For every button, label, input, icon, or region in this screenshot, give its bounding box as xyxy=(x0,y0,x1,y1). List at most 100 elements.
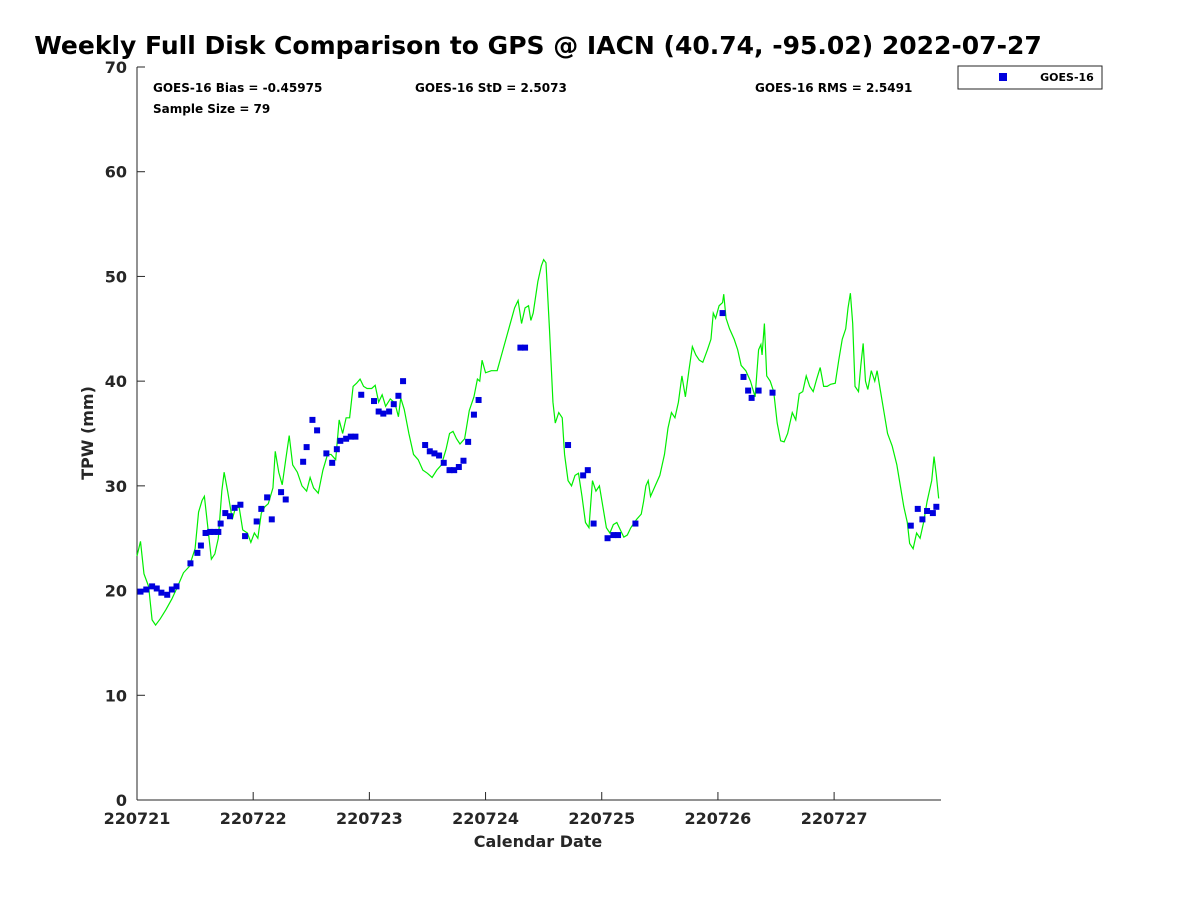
goes-16-point xyxy=(194,549,201,556)
goes-16-point xyxy=(755,387,762,394)
goes-16-point xyxy=(187,560,194,567)
goes-16-point xyxy=(158,589,165,596)
goes-16-point xyxy=(400,378,407,385)
gps-series xyxy=(136,258,940,627)
goes-16-point xyxy=(446,467,453,474)
goes-16-point xyxy=(258,505,265,512)
goes-16-point xyxy=(300,458,307,465)
goes-16-point xyxy=(358,391,365,398)
y-tick-label: 20 xyxy=(105,582,127,601)
goes-16-point xyxy=(455,464,462,471)
goes-16-point xyxy=(329,459,336,466)
goes-16-point xyxy=(352,433,359,440)
y-tick-label: 0 xyxy=(116,791,127,810)
goes-16-series xyxy=(137,310,940,598)
x-tick-label: 220722 xyxy=(220,809,287,828)
goes-16-point xyxy=(604,535,611,542)
goes-16-point xyxy=(164,591,171,598)
goes-16-point xyxy=(769,389,776,396)
goes-16-point xyxy=(460,457,467,464)
goes-16-point xyxy=(371,398,378,405)
x-tick-label: 220724 xyxy=(452,809,519,828)
goes-16-point xyxy=(395,392,402,399)
goes-16-point xyxy=(740,373,747,380)
goes-16-point xyxy=(173,583,180,590)
goes-16-point xyxy=(149,583,156,590)
goes-16-point xyxy=(215,528,222,535)
x-tick-label: 220726 xyxy=(685,809,752,828)
goes-16-point xyxy=(231,504,238,511)
gps-line xyxy=(136,258,940,627)
goes-16-point xyxy=(517,344,524,351)
goes-16-point xyxy=(451,467,458,474)
goes-16-point xyxy=(143,586,150,593)
y-tick-label: 30 xyxy=(105,477,127,496)
legend-label-goes-16: GOES-16 xyxy=(1040,71,1094,84)
goes-16-point xyxy=(343,435,350,442)
goes-16-point xyxy=(431,450,438,457)
y-tick-label: 60 xyxy=(105,163,127,182)
stats-annotations: GOES-16 Bias = -0.45975 GOES-16 StD = 2.… xyxy=(153,81,912,116)
goes-16-point xyxy=(210,528,217,535)
goes-16-point xyxy=(137,588,144,595)
goes-16-point xyxy=(202,529,209,536)
goes-16-point xyxy=(264,494,271,501)
legend-marker-goes-16 xyxy=(999,73,1007,81)
x-tick-label: 220721 xyxy=(104,809,171,828)
goes-16-point xyxy=(278,489,285,496)
goes-16-point xyxy=(282,496,289,503)
sample-size-annotation: Sample Size = 79 xyxy=(153,102,270,116)
goes-16-point xyxy=(422,442,429,449)
goes-16-point xyxy=(914,505,921,512)
goes-16-point xyxy=(237,501,244,508)
goes-16-point xyxy=(475,396,482,403)
bias-annotation: GOES-16 Bias = -0.45975 xyxy=(153,81,322,95)
goes-16-point xyxy=(375,408,382,415)
y-tick-label: 70 xyxy=(105,58,127,77)
goes-16-point xyxy=(470,411,477,418)
goes-16-point xyxy=(217,520,224,527)
goes-16-point xyxy=(748,394,755,401)
rms-annotation: GOES-16 RMS = 2.5491 xyxy=(755,81,912,95)
goes-16-point xyxy=(268,516,275,523)
goes-16-point xyxy=(333,446,340,453)
y-tick-label: 50 xyxy=(105,267,127,286)
goes-16-point xyxy=(436,452,443,459)
goes-16-point xyxy=(933,503,940,510)
goes-16-point xyxy=(919,516,926,523)
goes-16-point xyxy=(314,427,321,434)
goes-16-point xyxy=(440,459,447,466)
x-tick-label: 220727 xyxy=(801,809,868,828)
legend: GOES-16 xyxy=(957,65,1103,90)
goes-16-point xyxy=(390,401,397,408)
goes-16-point xyxy=(907,522,914,529)
goes-16-point xyxy=(303,444,310,451)
goes-16-point xyxy=(386,408,393,415)
x-tick-label: 220725 xyxy=(568,809,635,828)
x-axis-ticks: 220721 220722 220723 220724 220725 220726 2207… xyxy=(104,792,868,828)
goes-16-point xyxy=(309,416,316,423)
goes-16-point xyxy=(253,518,260,525)
legend-box xyxy=(957,65,1103,90)
goes-16-point xyxy=(719,310,726,317)
x-axis-label: Calendar Date xyxy=(474,832,603,851)
y-axis-label: TPW (mm) xyxy=(78,386,97,480)
goes-16-point xyxy=(337,437,344,444)
std-annotation: GOES-16 StD = 2.5073 xyxy=(415,81,567,95)
goes-16-point xyxy=(580,472,587,479)
goes-16-point xyxy=(347,433,354,440)
plot-area: 0 10 20 30 40 50 60 70 220721 220722 220723 220724… xyxy=(104,58,941,828)
goes-16-point xyxy=(584,467,591,474)
goes-16-point xyxy=(924,507,931,514)
chart-title: Weekly Full Disk Comparison to GPS @ IAC… xyxy=(34,31,1042,60)
y-tick-label: 10 xyxy=(105,686,127,705)
goes-16-point xyxy=(426,448,433,455)
goes-16-point xyxy=(465,438,472,445)
y-axis-ticks: 0 10 20 30 40 50 60 70 xyxy=(105,58,145,810)
goes-16-point xyxy=(929,510,936,517)
x-tick-label: 220723 xyxy=(336,809,403,828)
goes-16-point xyxy=(380,410,387,417)
y-tick-label: 40 xyxy=(105,372,127,391)
goes-16-point xyxy=(197,542,204,549)
goes-16-point xyxy=(226,513,233,520)
